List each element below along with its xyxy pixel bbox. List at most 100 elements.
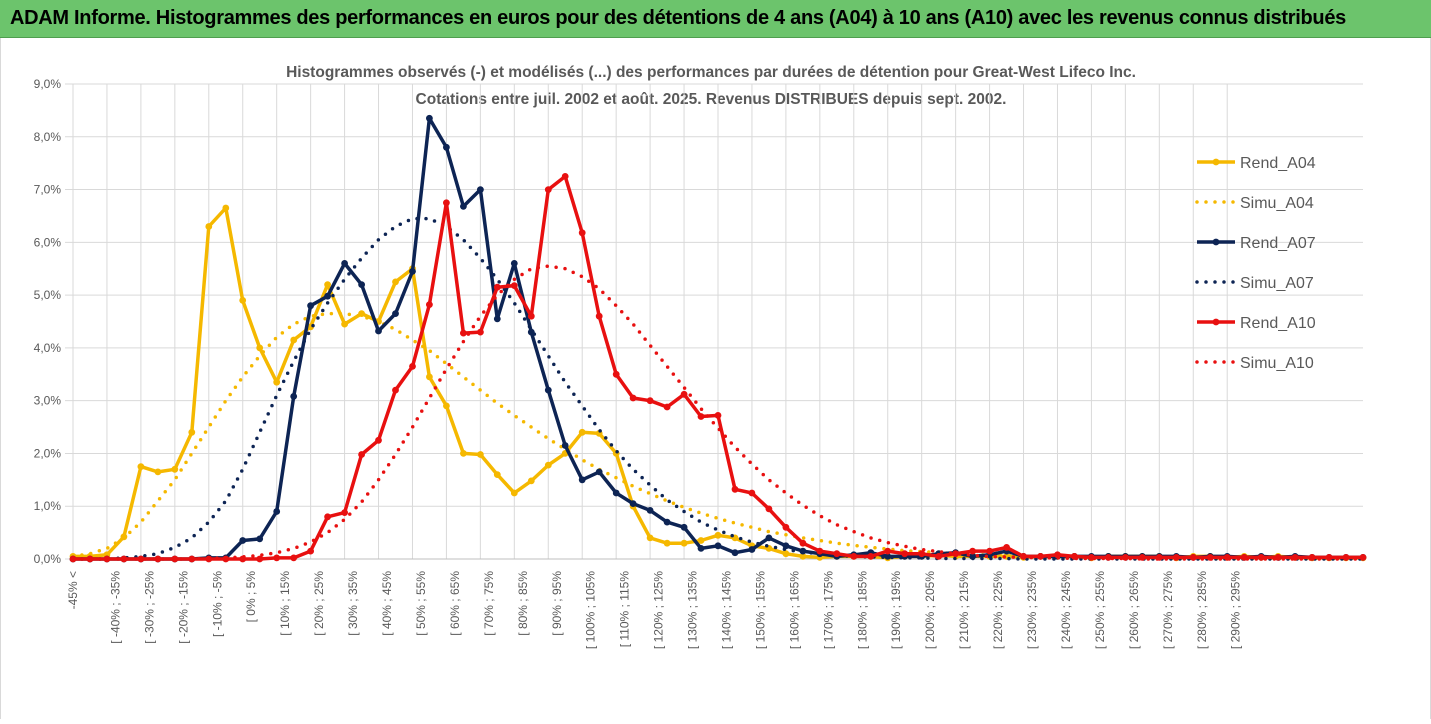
x-tick-label: [ 10% ; 15% xyxy=(278,571,292,636)
x-tick-label: [ 220% ; 225% xyxy=(991,571,1005,649)
series-layer xyxy=(69,114,1367,563)
y-tick-label: 9,0% xyxy=(34,77,62,91)
data-point xyxy=(731,485,739,493)
series-line-simu-a10 xyxy=(71,264,1365,561)
x-tick-label: [ 200% ; 205% xyxy=(923,571,937,649)
series-line-simu-a07 xyxy=(71,216,1365,561)
data-point xyxy=(782,550,790,558)
data-point xyxy=(460,203,467,210)
data-point xyxy=(612,370,620,378)
legend: Rend_A04 Simu_A04 Rend_A07 Simu_A07 Rend_A10… xyxy=(1195,155,1316,372)
data-point xyxy=(1359,554,1367,561)
legend-marker xyxy=(1212,318,1220,326)
y-axis: 0,0% 1,0% 2,0% 3,0% 4,0% 5,0% 6,0% 7,0% 8,0% 9,0% xyxy=(34,77,62,566)
data-point xyxy=(510,489,518,497)
data-point xyxy=(765,505,773,513)
data-point xyxy=(986,547,993,555)
data-point xyxy=(222,204,230,212)
legend-marker xyxy=(1212,238,1220,246)
data-point xyxy=(443,402,450,410)
legend-label: Simu_A10 xyxy=(1240,355,1314,372)
data-point xyxy=(969,547,976,555)
data-point xyxy=(239,537,247,544)
y-tick-label: 3,0% xyxy=(34,394,62,408)
data-point xyxy=(341,320,348,328)
x-tick-label: [ -20% ; -15% xyxy=(176,571,190,644)
data-point xyxy=(477,451,484,458)
data-point xyxy=(426,114,433,122)
header-banner: ADAM Informe. Histogrammes des performan… xyxy=(0,0,1431,38)
x-tick-label: [ -40% ; -35% xyxy=(108,571,122,644)
x-tick-label: [ 270% ; 275% xyxy=(1161,571,1175,649)
data-point xyxy=(392,386,399,394)
data-point xyxy=(850,553,858,560)
y-tick-label: 1,0% xyxy=(34,499,62,513)
data-point xyxy=(307,302,314,310)
x-tick-label: [ 120% ; 125% xyxy=(652,571,666,649)
x-tick-label: [ 130% ; 135% xyxy=(686,571,700,649)
data-point xyxy=(561,173,569,180)
y-tick-label: 5,0% xyxy=(34,288,62,302)
legend-label: Rend_A10 xyxy=(1240,315,1316,332)
data-point xyxy=(680,390,688,398)
data-point xyxy=(256,344,264,352)
data-point xyxy=(1257,554,1265,561)
data-point xyxy=(120,555,128,563)
data-point xyxy=(493,471,501,478)
data-point xyxy=(952,550,959,558)
x-tick-label: [ 50% ; 55% xyxy=(414,571,428,636)
legend-label: Rend_A07 xyxy=(1240,235,1316,252)
data-point xyxy=(443,199,450,207)
x-tick-label: [ 180% ; 185% xyxy=(855,571,869,649)
data-point xyxy=(375,327,382,335)
data-point xyxy=(799,539,807,547)
x-tick-label: [ 250% ; 255% xyxy=(1093,571,1107,649)
y-tick-label: 8,0% xyxy=(34,130,62,144)
data-point xyxy=(154,468,162,476)
data-point xyxy=(697,545,705,552)
data-point xyxy=(884,547,892,555)
data-point xyxy=(901,550,909,558)
x-tick-label: [ 30% ; 35% xyxy=(346,571,360,636)
data-point xyxy=(884,553,892,560)
data-point xyxy=(544,461,552,469)
data-point xyxy=(646,534,654,542)
data-point xyxy=(171,465,179,473)
data-point xyxy=(510,282,518,289)
data-point xyxy=(578,229,586,237)
x-tick-label: [ 100% ; 105% xyxy=(584,571,598,649)
data-point xyxy=(324,292,331,300)
data-point xyxy=(477,186,484,194)
x-tick-label: [ 60% ; 65% xyxy=(448,571,462,636)
data-point xyxy=(307,547,314,555)
data-point xyxy=(426,301,433,308)
chart-subtitle: Cotations entre juil. 2002 et août. 2025… xyxy=(416,91,1007,108)
data-point xyxy=(188,428,196,436)
data-point xyxy=(646,397,654,405)
x-tick-label: -45% < xyxy=(66,571,80,609)
data-point xyxy=(409,268,416,275)
data-point xyxy=(443,143,450,151)
data-point xyxy=(1122,554,1129,561)
data-point xyxy=(561,442,569,449)
data-point xyxy=(544,386,552,394)
data-point xyxy=(1274,554,1282,561)
data-point xyxy=(595,468,603,476)
data-point xyxy=(324,513,331,521)
x-tick-label: [ 150% ; 155% xyxy=(753,571,767,649)
data-point xyxy=(697,413,705,420)
data-point xyxy=(935,553,943,560)
data-point xyxy=(256,555,264,563)
histogram-chart: Histogrammes observés (-) et modélisés (… xyxy=(34,64,1367,649)
x-tick-label: [ 90% ; 95% xyxy=(550,571,564,636)
data-point xyxy=(392,278,399,286)
data-point xyxy=(748,546,756,553)
x-tick-label: [ 0% ; 5% xyxy=(244,571,258,623)
data-point xyxy=(341,260,348,267)
data-point xyxy=(612,489,620,497)
data-point xyxy=(171,555,179,563)
data-point xyxy=(137,463,145,470)
data-point xyxy=(290,393,298,400)
data-point xyxy=(578,428,586,436)
data-point xyxy=(493,315,501,323)
